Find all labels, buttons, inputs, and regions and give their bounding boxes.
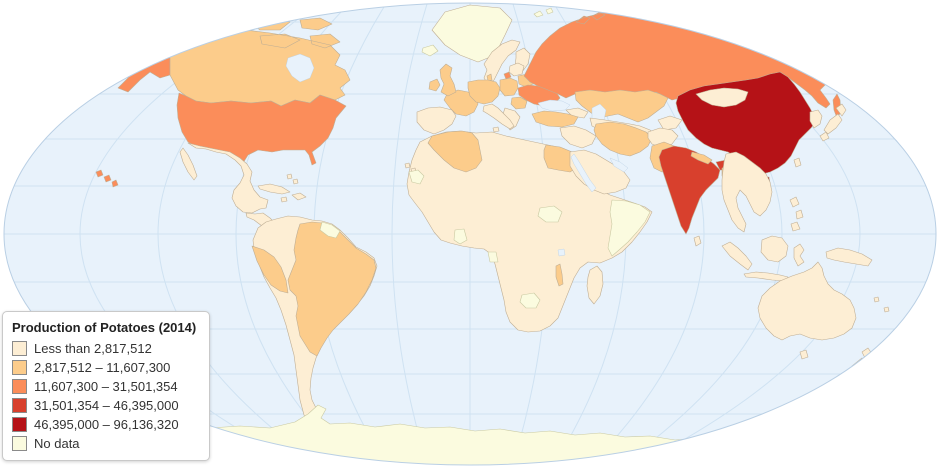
region-denmark[interactable]: [486, 73, 493, 82]
region-somalia[interactable]: [607, 199, 651, 257]
legend-label: Less than 2,817,512: [34, 341, 152, 356]
region-taiwan[interactable]: [793, 157, 802, 168]
legend-swatch-class3: [12, 379, 27, 394]
region-mexico[interactable]: [179, 142, 269, 214]
hudson-bay: [285, 53, 315, 83]
region-scandinavia[interactable]: [483, 39, 531, 85]
red-sea: [570, 153, 597, 193]
region-united-states[interactable]: [95, 92, 347, 188]
legend-swatch-nodata: [12, 436, 27, 451]
region-mongolia[interactable]: [695, 87, 749, 108]
region-malawi[interactable]: [555, 263, 564, 287]
region-ghana[interactable]: [453, 228, 468, 245]
region-korea[interactable]: [809, 109, 823, 129]
legend-swatch-class1: [12, 341, 27, 356]
region-sri-lanka[interactable]: [693, 235, 702, 247]
region-kaliningrad[interactable]: [503, 71, 512, 80]
region-algeria[interactable]: [427, 130, 483, 173]
region-pacific-islands[interactable]: [873, 296, 890, 313]
region-arabia[interactable]: [569, 149, 631, 195]
legend-label: 11,607,300 – 31,501,354: [34, 379, 178, 394]
region-nepal[interactable]: [690, 151, 713, 165]
region-japan[interactable]: [819, 103, 847, 142]
legend-swatch-class2: [12, 360, 27, 375]
region-caribbean[interactable]: [257, 173, 307, 203]
region-svalbard[interactable]: [533, 7, 554, 18]
region-romania[interactable]: [510, 96, 528, 110]
region-southeast-asia[interactable]: [721, 151, 773, 233]
region-levant-iraq[interactable]: [559, 125, 597, 149]
region-ireland[interactable]: [428, 78, 441, 92]
region-new-guinea[interactable]: [825, 247, 873, 267]
region-western-sahara[interactable]: [408, 169, 425, 185]
legend-swatch-class4: [12, 398, 27, 413]
persian-gulf: [609, 157, 629, 173]
legend-item: 2,817,512 – 11,607,300: [12, 360, 200, 375]
legend-title: Production of Potatoes (2014): [12, 320, 197, 335]
region-afghanistan[interactable]: [647, 127, 679, 149]
region-brazil[interactable]: [287, 221, 377, 357]
region-france[interactable]: [443, 89, 479, 117]
legend-item: 46,395,000 – 96,136,320: [12, 417, 200, 432]
region-italy[interactable]: [482, 103, 515, 133]
region-turkey[interactable]: [531, 110, 579, 128]
legend-box: Production of Potatoes (2014) Less than …: [2, 311, 210, 461]
region-greenland[interactable]: [431, 4, 513, 63]
lake-victoria: [557, 248, 566, 257]
black-sea: [537, 99, 571, 112]
region-gabon[interactable]: [487, 251, 499, 263]
legend-label: 2,817,512 – 11,607,300: [34, 360, 171, 375]
legend-label: 46,395,000 – 96,136,320: [34, 417, 179, 432]
region-iceland[interactable]: [421, 44, 439, 57]
region-madagascar[interactable]: [586, 265, 604, 305]
region-botswana[interactable]: [519, 292, 541, 309]
region-central-europe[interactable]: [467, 79, 501, 105]
region-philippines[interactable]: [789, 196, 804, 232]
legend-label: No data: [34, 436, 80, 451]
region-iran[interactable]: [593, 121, 653, 157]
legend-item: No data: [12, 436, 200, 451]
region-peru[interactable]: [251, 245, 289, 294]
legend-item: 11,607,300 – 31,501,354: [12, 379, 200, 394]
legend-label: 31,501,354 – 46,395,000: [34, 398, 179, 413]
legend-item: 31,501,354 – 46,395,000: [12, 398, 200, 413]
region-united-kingdom[interactable]: [439, 63, 457, 97]
region-south-sudan[interactable]: [537, 205, 563, 223]
legend-swatch-class5: [12, 417, 27, 432]
region-australia[interactable]: [757, 261, 857, 360]
map-outline: [3, 2, 937, 466]
region-poland[interactable]: [499, 77, 519, 97]
legend-item: Less than 2,817,512: [12, 341, 200, 356]
region-guyana-suriname[interactable]: [319, 221, 341, 239]
region-egypt[interactable]: [543, 144, 577, 173]
region-iberia[interactable]: [416, 106, 457, 135]
